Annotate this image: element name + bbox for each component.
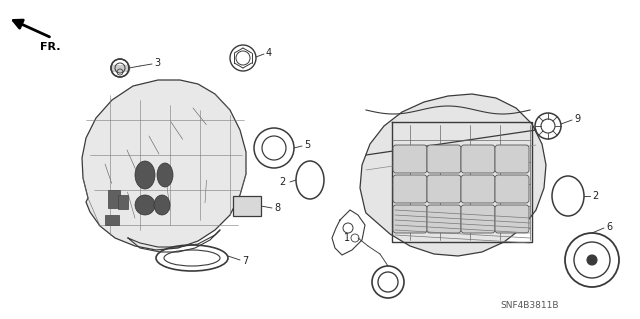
Text: 2: 2 <box>280 177 286 187</box>
FancyBboxPatch shape <box>393 145 427 173</box>
FancyBboxPatch shape <box>461 175 495 203</box>
FancyBboxPatch shape <box>108 190 120 208</box>
FancyBboxPatch shape <box>427 205 461 233</box>
Text: 5: 5 <box>304 140 310 150</box>
FancyBboxPatch shape <box>105 215 119 225</box>
Ellipse shape <box>157 163 173 187</box>
Text: 2: 2 <box>592 191 598 201</box>
FancyBboxPatch shape <box>495 205 529 233</box>
FancyBboxPatch shape <box>461 145 495 173</box>
FancyBboxPatch shape <box>495 145 529 173</box>
FancyBboxPatch shape <box>233 196 261 216</box>
Text: 6: 6 <box>606 222 612 232</box>
Polygon shape <box>360 94 546 256</box>
Text: 7: 7 <box>242 256 248 266</box>
FancyBboxPatch shape <box>461 205 495 233</box>
Ellipse shape <box>135 161 155 189</box>
Text: 4: 4 <box>266 48 272 58</box>
FancyBboxPatch shape <box>393 175 427 203</box>
Text: 8: 8 <box>274 203 280 213</box>
FancyBboxPatch shape <box>393 205 427 233</box>
FancyBboxPatch shape <box>118 195 128 209</box>
FancyBboxPatch shape <box>427 175 461 203</box>
FancyBboxPatch shape <box>427 145 461 173</box>
Text: SNF4B3811B: SNF4B3811B <box>500 300 559 309</box>
Text: 9: 9 <box>574 114 580 124</box>
Text: 3: 3 <box>154 58 160 68</box>
Text: FR.: FR. <box>40 42 61 52</box>
Circle shape <box>587 255 597 265</box>
Text: 1: 1 <box>344 233 350 243</box>
FancyBboxPatch shape <box>495 175 529 203</box>
Ellipse shape <box>154 195 170 215</box>
Ellipse shape <box>135 195 155 215</box>
Polygon shape <box>82 80 246 250</box>
